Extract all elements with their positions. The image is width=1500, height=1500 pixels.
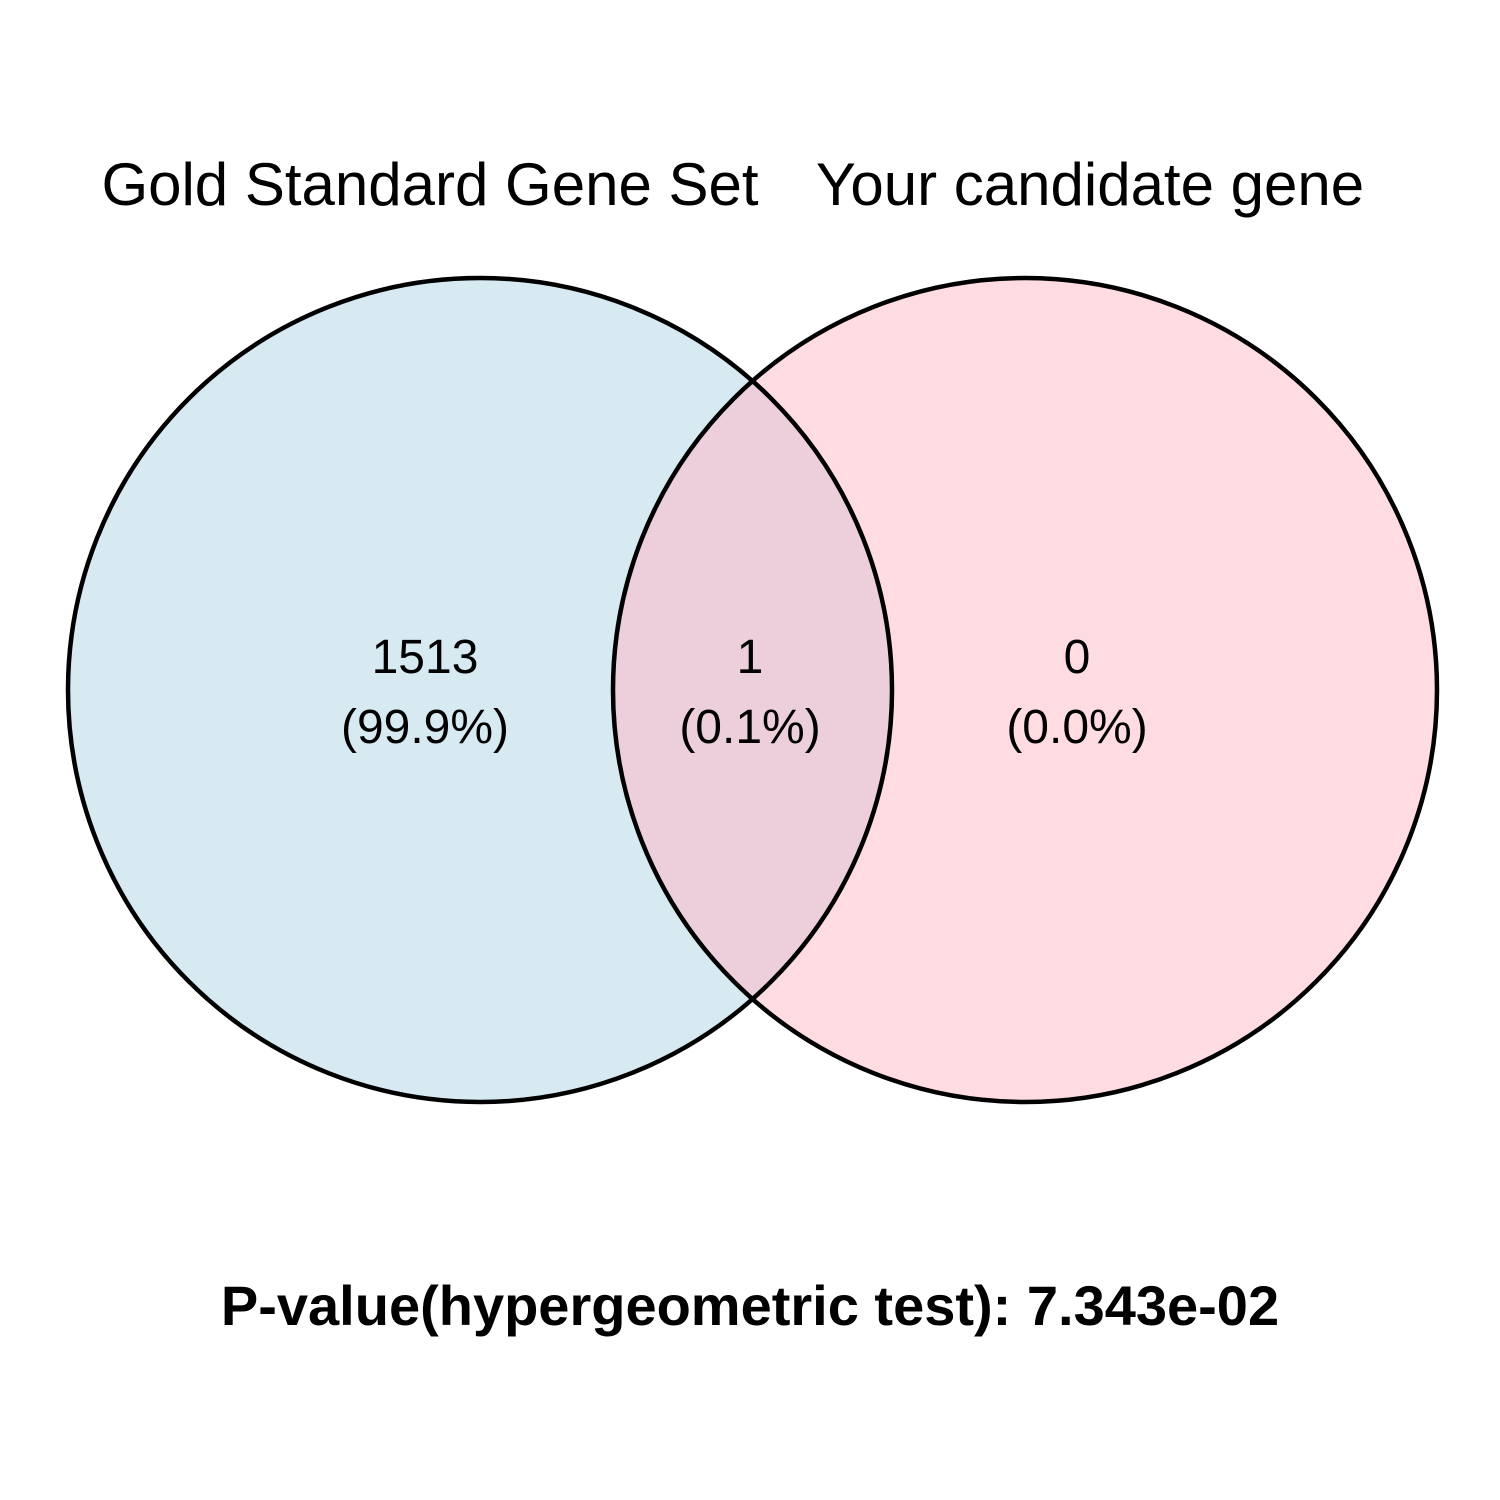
left-count-label: 1513 (372, 631, 479, 684)
right-circle-outline (610, 275, 1440, 1105)
right-percent-label: (0.0%) (1006, 701, 1147, 754)
intersection-count-label: 1 (737, 631, 764, 684)
right-count-label: 0 (1064, 631, 1091, 684)
left-set-title: Gold Standard Gene Set (101, 151, 758, 218)
pvalue-label: P-value(hypergeometric test): 7.343e-02 (221, 1274, 1279, 1337)
right-set-title: Your candidate gene (816, 151, 1364, 218)
left-percent-label: (99.9%) (341, 701, 509, 754)
intersection-region (613, 381, 892, 999)
left-circle-outline (65, 275, 895, 1105)
intersection-percent-label: (0.1%) (679, 701, 820, 754)
